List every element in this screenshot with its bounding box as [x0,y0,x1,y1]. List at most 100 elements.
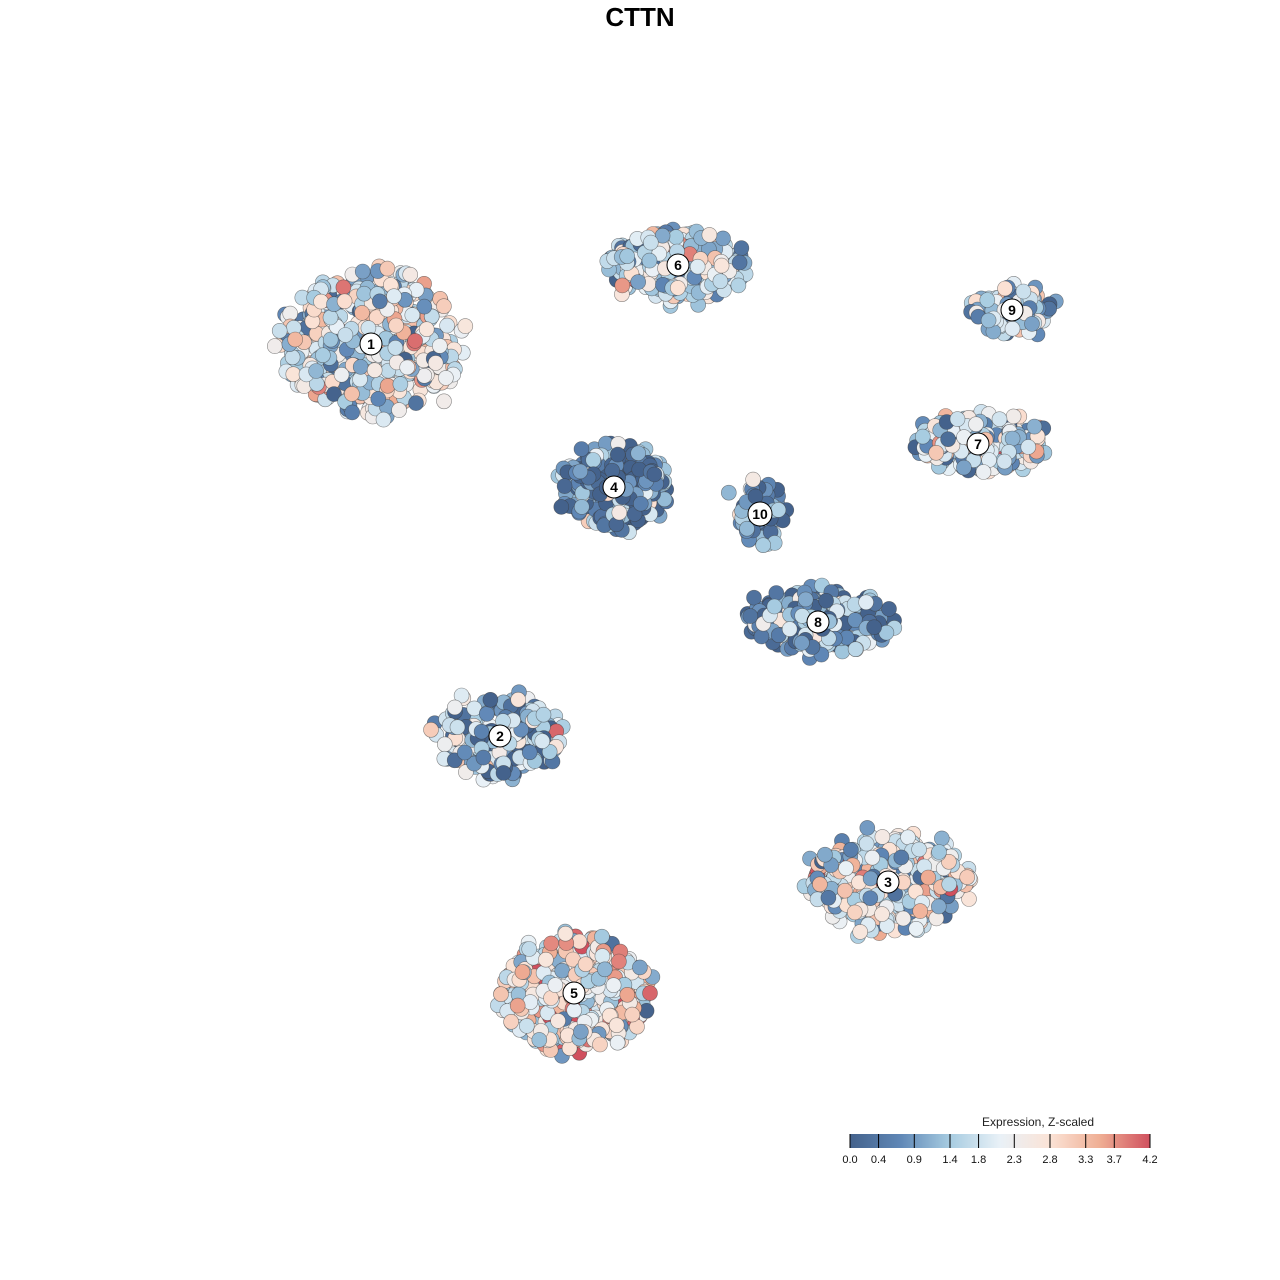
cell-point [611,504,628,521]
cell-point [547,977,564,993]
cluster-label: 2 [488,724,512,748]
cell-point [1004,320,1021,337]
cell-point [571,933,588,950]
cell-point [689,258,706,275]
cell-point [408,395,424,411]
cell-point [427,355,444,371]
cell-point [531,1032,548,1048]
cell-point [287,331,304,348]
cell-point [632,959,648,976]
cell-point [614,277,631,294]
cell-point [387,339,404,356]
legend-tick-label: 3.3 [1078,1154,1093,1166]
cell-point [908,920,925,937]
cell-point [920,869,937,886]
cell-point [642,985,658,1001]
cell-point [881,601,897,617]
cell-point [285,366,302,383]
cell-point [866,619,882,636]
cell-point [859,820,876,836]
cell-point [313,293,329,310]
cell-point [475,749,492,766]
cell-point [557,925,574,942]
cell-point [838,860,854,877]
cluster-label-text: 3 [884,874,892,890]
cluster-label-text: 1 [367,336,375,352]
cell-point [862,870,879,887]
cluster-label-badge [966,432,990,456]
cell-point [322,331,339,348]
cell-point [572,463,589,480]
cell-point [503,1013,519,1030]
cell-point [438,370,454,386]
cell-point [940,431,956,448]
cell-point [534,733,551,749]
cluster-label-badge [488,724,512,748]
cell-point [308,363,324,379]
cluster-label-text: 5 [570,985,578,1001]
cluster-label-text: 10 [752,506,768,522]
cluster-label-badge [562,981,586,1005]
cell-point [874,906,890,922]
cell-point [739,520,755,537]
cell-point [509,997,526,1014]
cell-point [755,537,772,554]
cell-point [720,484,737,501]
cluster-label-badge [876,870,900,894]
cell-point [356,285,372,302]
cell-point [573,499,590,515]
cell-point [817,846,833,863]
cell-point [594,928,610,945]
cell-point [521,941,538,957]
legend-title: Expression, Z-scaled [981,1115,1095,1129]
cluster-label: 4 [602,475,626,499]
cell-point [959,869,976,886]
cell-point [449,719,466,736]
cell-point [818,592,834,609]
legend-tick-label: 2.8 [1042,1154,1057,1166]
cell-point [550,1013,566,1029]
cell-point [391,402,407,418]
cluster-label-badge [747,501,773,527]
legend-colorbar [850,1134,1150,1148]
cluster-label: 8 [806,610,830,634]
cell-point [797,591,814,608]
cell-point [605,977,622,994]
cell-point [858,594,874,611]
cell-point [713,257,730,274]
cell-point [991,411,1008,428]
cell-point [446,699,463,716]
cell-point [457,318,474,334]
cluster-label: 6 [666,253,690,277]
cluster-label-text: 9 [1008,302,1016,318]
cluster-label-badge [666,253,690,277]
cluster-label: 10 [747,501,773,527]
cell-point [843,841,859,858]
cell-point [596,961,613,978]
cluster-label-badge [359,332,383,356]
cell-point [335,279,352,296]
cell-point [669,280,686,296]
cell-point [418,321,435,338]
cell-point [715,230,731,247]
cell-point [423,721,439,738]
cell-point [941,876,958,893]
cell-point [900,829,916,846]
cell-point [608,1017,625,1033]
cell-point [416,367,433,384]
chart-title: CTTN [605,2,675,32]
cell-point [436,298,452,315]
cell-point [535,706,552,723]
cell-point [1026,418,1043,435]
cell-point [322,309,339,326]
cell-point [975,464,992,480]
legend-tick-label: 2.3 [1007,1154,1022,1166]
cell-point [632,495,649,512]
points-layer [266,221,1064,1064]
cell-point [733,240,750,256]
cell-point [847,641,864,658]
cell-point [746,589,762,606]
cell-point [630,445,647,462]
cluster-label-badge [602,475,626,499]
legend-tick-label: 0.0 [842,1154,857,1166]
